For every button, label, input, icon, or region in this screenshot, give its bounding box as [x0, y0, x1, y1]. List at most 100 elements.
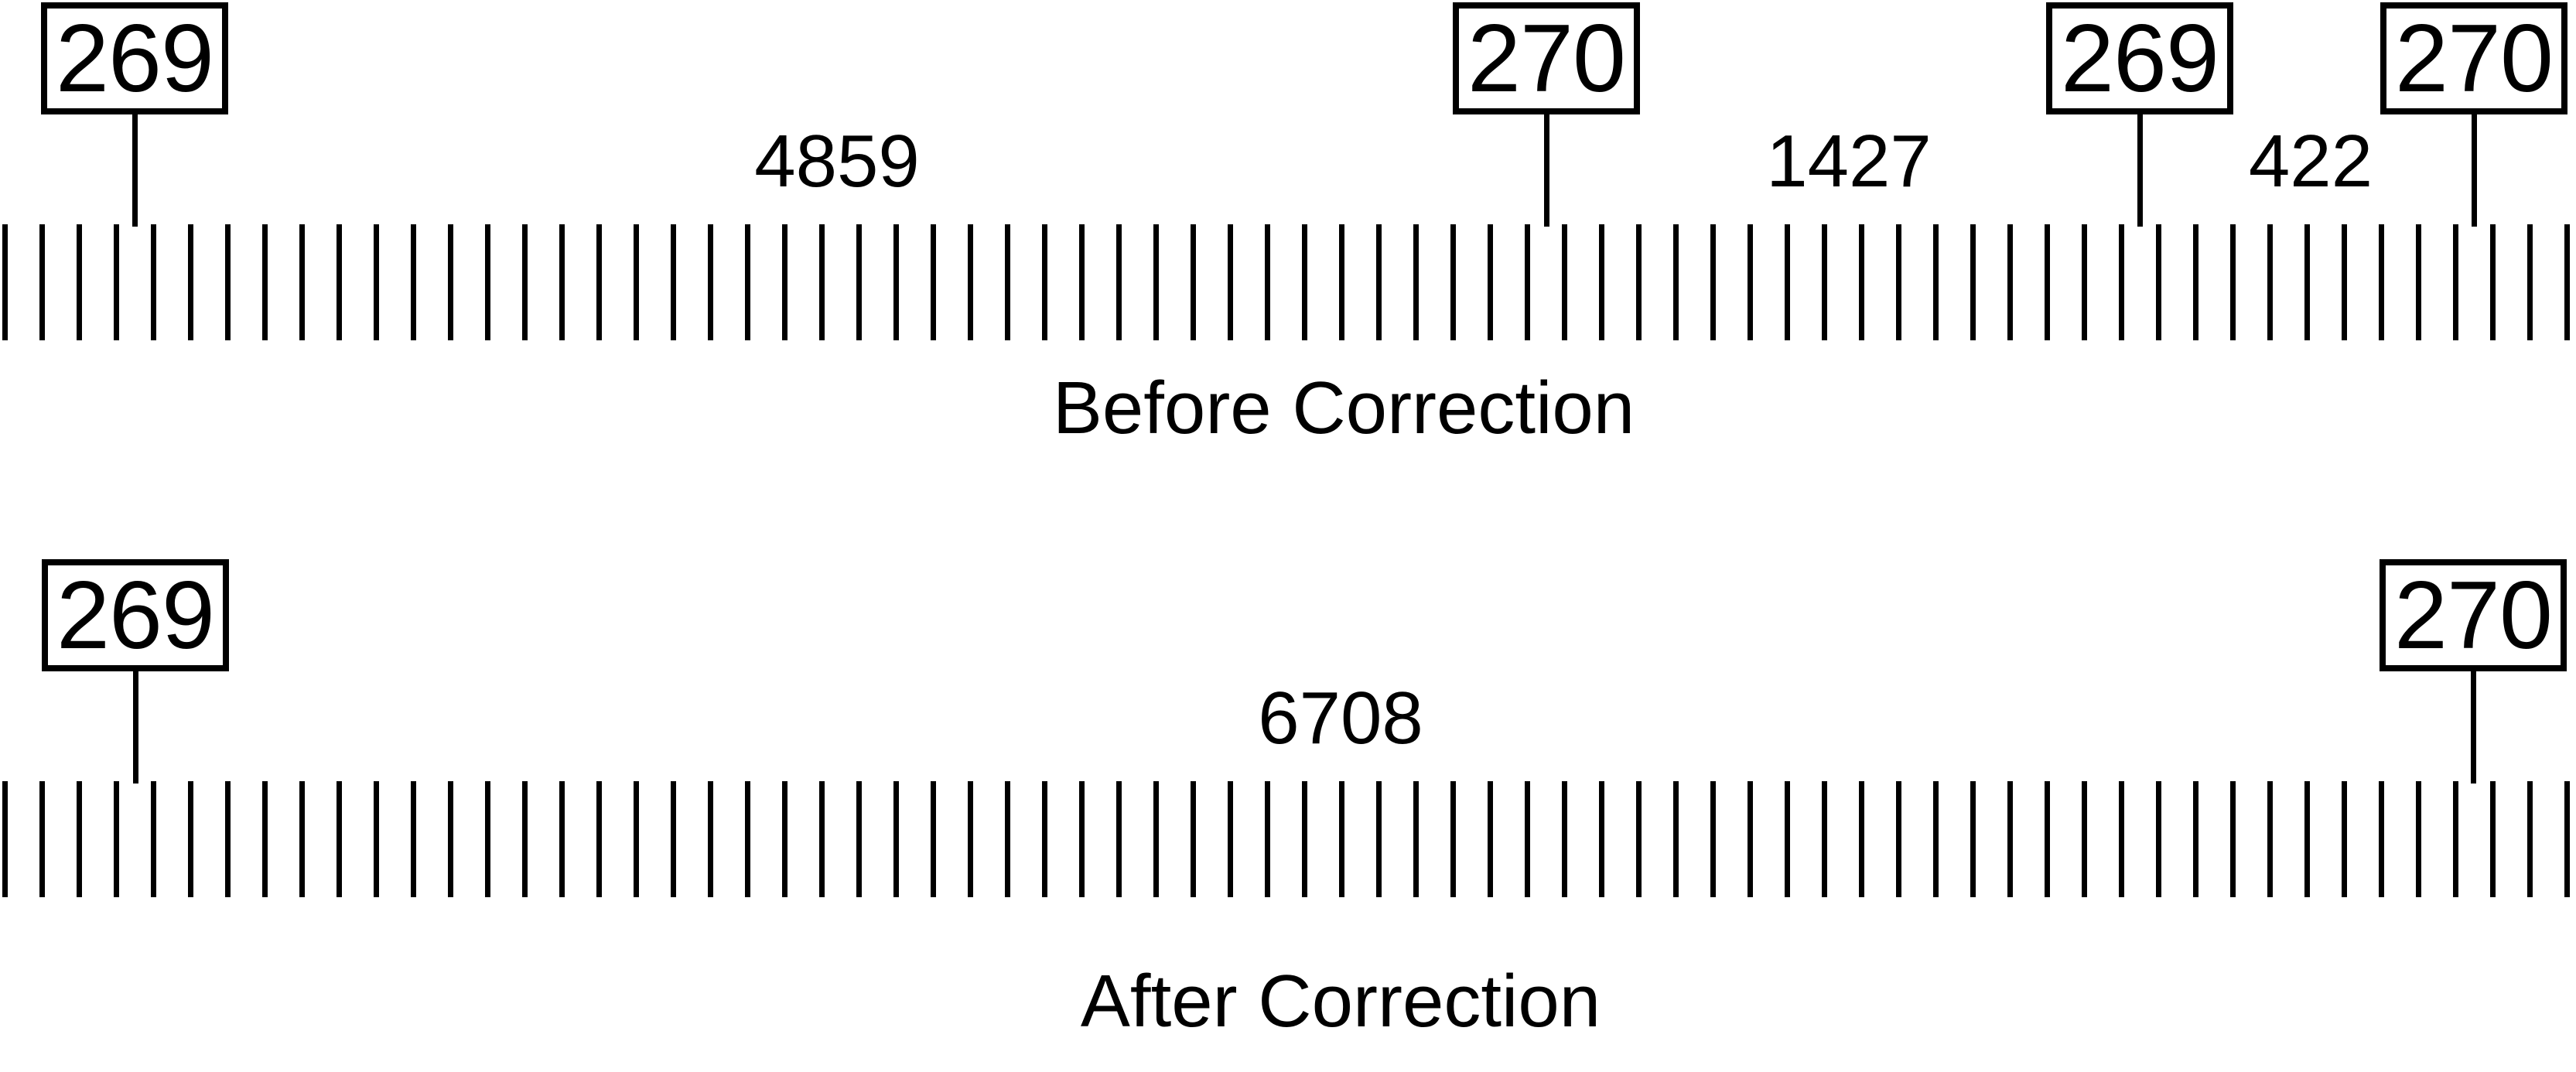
ruler-tick: [671, 224, 676, 340]
ruler-tick: [2416, 224, 2421, 340]
ruler-tick: [782, 781, 787, 897]
marker-box: 270: [2380, 559, 2567, 671]
marker-leader-line: [2137, 114, 2143, 227]
ruler-tick: [262, 781, 268, 897]
marker-box: 269: [41, 2, 228, 114]
ruler-tick: [1191, 781, 1196, 897]
ruler-tick: [1153, 224, 1159, 340]
ruler-tick: [151, 781, 156, 897]
ruler-tick: [2230, 224, 2236, 340]
ruler-tick: [559, 224, 565, 340]
ruler-tick: [1970, 781, 1976, 897]
ruler-tick: [1859, 224, 1864, 340]
ruler-tick: [151, 224, 156, 340]
marker-box: 269: [42, 559, 229, 671]
ruler-tick: [1710, 781, 1716, 897]
ruler-tick: [2304, 224, 2310, 340]
ruler-tick: [1116, 224, 1122, 340]
ruler-tick: [2193, 781, 2198, 897]
gap-distance-label: 6708: [1258, 677, 1423, 760]
strip-before: 269 270 269 270 4859 1427 422 Before Correcti…: [0, 0, 2576, 510]
ruler-tick: [819, 781, 825, 897]
marker-label: 270: [1467, 5, 1626, 112]
ruler-tick: [1599, 781, 1604, 897]
ruler-tick: [2045, 224, 2050, 340]
ruler-tick: [337, 224, 342, 340]
ruler-tick: [1079, 781, 1085, 897]
ruler-tick: [2007, 224, 2013, 340]
ruler-tick: [1228, 781, 1233, 897]
ruler-tick: [1748, 224, 1753, 340]
ruler-tick: [1005, 781, 1010, 897]
ruler-tick: [2193, 224, 2198, 340]
ruler-tick: [1042, 224, 1047, 340]
ruler-tick: [1785, 781, 1790, 897]
marker-leader-line: [133, 671, 138, 784]
ruler-tick: [411, 224, 416, 340]
marker-box: 269: [2046, 2, 2233, 114]
ruler-tick: [2453, 781, 2458, 897]
marker-label: 269: [2061, 5, 2219, 112]
ruler-tick: [1785, 224, 1790, 340]
ruler-tick: [2490, 224, 2496, 340]
ruler-tick: [411, 781, 416, 897]
ruler-tick: [708, 781, 713, 897]
ruler-tick: [77, 224, 82, 340]
ruler-tick: [2564, 224, 2570, 340]
ruler-tick: [1265, 224, 1270, 340]
ruler-tick: [893, 224, 899, 340]
ruler-tick: [1339, 224, 1344, 340]
ruler-tick: [893, 781, 899, 897]
ruler-tick: [559, 781, 565, 897]
ruler-tick: [77, 781, 82, 897]
ruler-tick: [2527, 781, 2533, 897]
ruler-tick: [225, 781, 231, 897]
ruler-tick: [1599, 224, 1604, 340]
ruler-tick: [2119, 224, 2124, 340]
ruler-tick: [1896, 781, 1901, 897]
ruler-tick: [1562, 224, 1567, 340]
ruler-tick: [337, 781, 342, 897]
gap-distance-label: 4859: [754, 120, 920, 203]
ruler-tick: [634, 224, 639, 340]
ruler-tick: [1413, 224, 1419, 340]
ruler-tick: [1450, 781, 1456, 897]
ruler-tick: [1450, 224, 1456, 340]
ruler-tick: [596, 224, 602, 340]
ruler-tick: [2007, 781, 2013, 897]
marker-label: 269: [56, 562, 215, 669]
ruler-tick: [671, 781, 676, 897]
ruler-tick: [1339, 781, 1344, 897]
ruler-tick: [1302, 781, 1307, 897]
ruler-tick: [856, 224, 862, 340]
ruler-tick: [1302, 224, 1307, 340]
marker-label: 269: [56, 5, 214, 112]
ruler-tick: [188, 781, 193, 897]
gap-distance-label: 1427: [1766, 120, 1932, 203]
ruler-tick: [1413, 781, 1419, 897]
ruler-tick: [485, 224, 490, 340]
ruler-tick: [931, 781, 936, 897]
ruler-tick: [1042, 781, 1047, 897]
ruler-tick: [1525, 781, 1530, 897]
ruler-tick: [1228, 224, 1233, 340]
ruler-tick: [2, 224, 8, 340]
marker-box: 270: [1453, 2, 1640, 114]
ruler-tick: [2082, 781, 2087, 897]
ruler-tick: [1488, 224, 1493, 340]
ruler-tick: [2379, 224, 2384, 340]
ruler-tick: [1859, 781, 1864, 897]
ruler-tick: [634, 781, 639, 897]
ruler-tick: [299, 781, 305, 897]
ruler-tick: [1896, 224, 1901, 340]
ruler-tick: [1822, 224, 1827, 340]
ruler-tick: [2267, 224, 2273, 340]
ruler-tick: [1562, 781, 1567, 897]
ruler-tick: [522, 224, 528, 340]
ruler-tick: [374, 224, 379, 340]
ruler-tick: [1525, 224, 1530, 340]
ruler-tick: [1748, 781, 1753, 897]
strip-caption-after: After Correction: [1080, 960, 1601, 1043]
ruler-tick: [1673, 781, 1679, 897]
